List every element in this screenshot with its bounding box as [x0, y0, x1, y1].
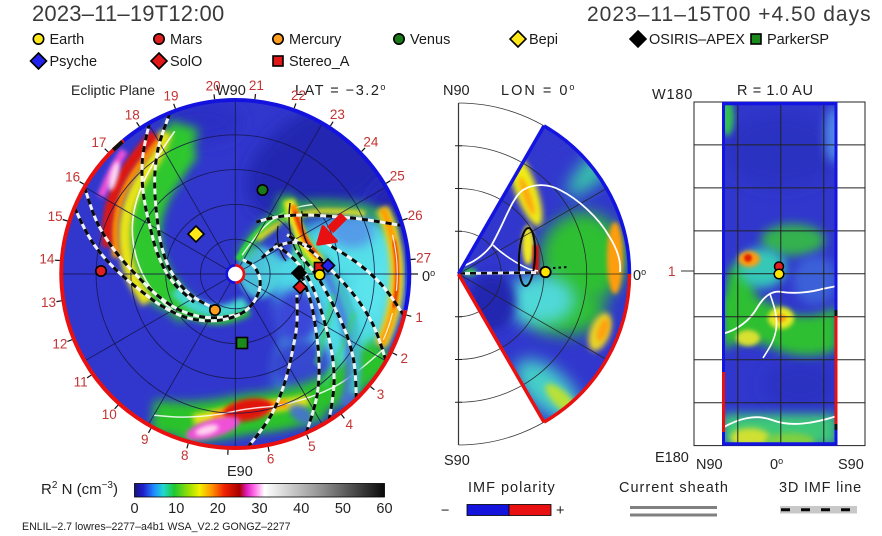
svg-text:Current sheath: Current sheath — [619, 480, 729, 496]
svg-text:20: 20 — [210, 501, 226, 517]
svg-text:27: 27 — [416, 250, 431, 265]
svg-text:15: 15 — [48, 209, 63, 224]
svg-text:Ecliptic Plane: Ecliptic Plane — [71, 82, 155, 98]
svg-text:10: 10 — [168, 501, 184, 517]
svg-text:Bepi: Bepi — [529, 32, 558, 48]
svg-text:SolO: SolO — [170, 54, 202, 70]
svg-text:9: 9 — [141, 432, 149, 447]
svg-text:12: 12 — [52, 337, 67, 352]
svg-text:40: 40 — [293, 501, 309, 517]
svg-text:11: 11 — [74, 375, 88, 390]
svg-text:30: 30 — [251, 501, 267, 517]
svg-text:2023–11–19T12:00: 2023–11–19T12:00 — [32, 1, 224, 26]
svg-text:R2 N (cm−3): R2 N (cm−3) — [41, 480, 118, 498]
svg-text:2023–11–15T00 +4.50 days: 2023–11–15T00 +4.50 days — [587, 3, 872, 26]
svg-text:ParkerSP: ParkerSP — [767, 32, 829, 48]
svg-text:W90: W90 — [216, 83, 246, 99]
svg-text:20: 20 — [206, 78, 221, 93]
svg-text:OSIRIS–APEX: OSIRIS–APEX — [649, 32, 745, 48]
svg-text:LAT = −3.2o: LAT = −3.2o — [295, 82, 387, 99]
svg-text:8: 8 — [181, 448, 189, 463]
svg-text:N90: N90 — [696, 457, 723, 473]
svg-text:R = 1.0 AU: R = 1.0 AU — [737, 83, 814, 99]
svg-text:10: 10 — [102, 407, 117, 422]
svg-text:17: 17 — [91, 135, 106, 150]
svg-text:19: 19 — [163, 88, 178, 103]
svg-text:Stereo_A: Stereo_A — [289, 54, 350, 70]
svg-text:Mercury: Mercury — [289, 32, 342, 48]
svg-text:N90: N90 — [443, 83, 470, 99]
svg-text:Mars: Mars — [170, 32, 202, 48]
svg-text:S90: S90 — [444, 453, 470, 469]
svg-text:−: − — [441, 503, 449, 519]
svg-text:21: 21 — [249, 78, 264, 93]
svg-text:IMF polarity: IMF polarity — [468, 480, 556, 496]
svg-text:2: 2 — [400, 351, 408, 366]
svg-text:16: 16 — [65, 170, 80, 185]
svg-text:ENLIL–2.7 lowres–2277–a4b1 WSA: ENLIL–2.7 lowres–2277–a4b1 WSA_V2.2 GONG… — [22, 521, 291, 533]
svg-text:26: 26 — [408, 208, 423, 223]
svg-text:Psyche: Psyche — [50, 54, 98, 70]
svg-text:E90: E90 — [227, 464, 253, 480]
svg-text:25: 25 — [390, 169, 405, 184]
svg-text:W180: W180 — [652, 87, 693, 103]
svg-text:50: 50 — [335, 501, 351, 517]
svg-text:3: 3 — [377, 387, 385, 402]
svg-text:+: + — [556, 503, 564, 519]
svg-text:E180: E180 — [655, 450, 689, 466]
svg-text:5: 5 — [308, 439, 316, 454]
svg-text:60: 60 — [376, 501, 392, 517]
svg-text:18: 18 — [125, 108, 140, 123]
svg-text:4: 4 — [345, 417, 353, 432]
svg-text:13: 13 — [41, 295, 56, 310]
svg-text:24: 24 — [363, 134, 379, 149]
svg-text:1: 1 — [415, 310, 423, 325]
svg-text:S90: S90 — [838, 457, 864, 473]
svg-text:6: 6 — [267, 452, 275, 467]
svg-text:LON = 0o: LON = 0o — [501, 82, 576, 99]
svg-text:14: 14 — [39, 252, 55, 267]
svg-text:Earth: Earth — [50, 32, 85, 48]
svg-text:0: 0 — [130, 501, 138, 517]
svg-text:3D IMF line: 3D IMF line — [779, 480, 862, 496]
svg-text:22: 22 — [291, 88, 306, 103]
svg-text:23: 23 — [330, 107, 345, 122]
svg-text:Venus: Venus — [410, 32, 450, 48]
svg-text:1: 1 — [668, 264, 676, 279]
